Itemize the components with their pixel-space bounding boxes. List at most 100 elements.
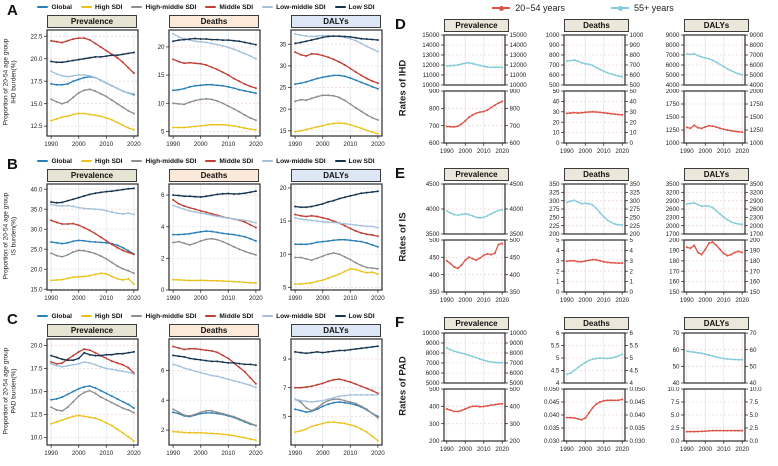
svg-text:70: 70 [673,330,680,337]
svg-text:2020: 2020 [735,297,749,304]
svg-text:13000: 13000 [422,52,440,59]
svg-text:5.5: 5.5 [630,343,639,350]
panel-B: B Global High SDI High-middle SDI Middle SDI… [0,154,388,309]
svg-text:10: 10 [630,130,637,137]
svg-text:15.0: 15.0 [30,101,43,108]
legend-line-swatch [37,160,49,162]
svg-text:2000: 2000 [316,141,330,148]
y-axis-label-B: Proportion of 20-54 age group IS burden(%… [2,192,18,280]
legend-item-label: Low SDI [348,157,375,165]
svg-text:5000: 5000 [426,380,440,385]
svg-text:20.0: 20.0 [30,56,43,63]
subplot-title-prevalence: Prevalence [444,19,509,32]
svg-text:5: 5 [283,284,287,291]
svg-text:3: 3 [630,258,634,265]
svg-text:400: 400 [429,272,440,279]
subplot-A-deaths: Deaths 5 10 15 20 1990 2000 2010 2020 [144,15,263,149]
legend-line-swatch [131,160,143,162]
svg-text:2020: 2020 [615,297,629,304]
subplot-F-dalys: DALYs 40 40 50 50 60 60 70 70 0.0 0.0 2.5 2.5 5.0 5.0 7… [658,317,775,454]
svg-text:1990: 1990 [560,148,574,155]
svg-text:10000: 10000 [422,82,440,87]
svg-text:8000: 8000 [510,350,524,357]
legend-item: Low SDI [334,312,375,320]
svg-text:2020: 2020 [735,446,749,453]
svg-text:450: 450 [510,254,521,261]
svg-text:325: 325 [549,189,560,196]
legend-item-label: Middle SDI [219,3,254,11]
legend-line-swatch [37,6,49,8]
svg-text:150: 150 [669,289,680,296]
svg-text:3: 3 [556,258,560,265]
svg-text:1250: 1250 [750,127,764,134]
svg-text:10000: 10000 [422,330,440,337]
subplot-title-dalys: DALYs [291,15,381,28]
legend-item-label: Low SDI [348,312,375,320]
svg-text:2000: 2000 [194,295,208,302]
svg-text:2010: 2010 [717,446,731,453]
age-legend-label: 55+ years [634,3,674,13]
svg-text:2010: 2010 [477,297,491,304]
chart-D-prevalence-55plus: 10000 10000 11000 11000 12000 12000 13000 13000… [422,32,528,87]
legend-item: Low SDI [334,4,375,11]
svg-text:4000: 4000 [510,206,524,213]
subplot-title-prevalence: Prevalence [47,324,137,337]
subplot-A-prevalence: Prevalence 12.5 15.0 17.5 20.0 22.5 1990 2000 20… [22,15,141,149]
legend-item: Middle SDI [205,313,253,320]
svg-text:2010: 2010 [99,141,113,148]
svg-text:400: 400 [510,272,521,279]
svg-text:250: 250 [630,214,641,221]
chart-A-deaths: 5 10 15 20 1990 2000 2010 2020 [158,29,263,148]
svg-text:160: 160 [669,279,680,286]
svg-text:10: 10 [158,100,165,107]
panel-F-charts-row: Rates of PAD Prevalence 5000 5000 6000 6000 70… [388,314,778,454]
svg-text:15: 15 [280,128,287,135]
svg-text:0.035: 0.035 [630,425,646,432]
panel-C: C Global High SDI High-middle SDI Middle SDI… [0,309,388,463]
svg-text:2000: 2000 [458,148,472,155]
chart-E-prevalence-55plus: 3500 3500 4000 4000 4500 4500 [426,181,524,236]
subplot-title-deaths: Deaths [564,317,629,330]
svg-text:7: 7 [283,385,287,392]
svg-text:15: 15 [280,218,287,225]
svg-text:170: 170 [669,268,680,275]
svg-text:6: 6 [630,330,634,337]
svg-text:1990: 1990 [44,141,58,148]
chart-F-dalys-55plus: 40 40 50 50 60 60 70 70 [673,330,757,385]
svg-text:20: 20 [280,106,287,113]
legend-item: High SDI [80,158,122,165]
chart-D-dalys-55plus: 4000 4000 5000 5000 6000 6000 7000 7000 8000 8000… [666,32,764,87]
svg-text:50: 50 [750,363,757,370]
svg-text:12000: 12000 [510,62,528,69]
svg-text:25: 25 [280,85,287,92]
legend-line-swatch [80,160,92,162]
subplot-A-dalys: DALYs 15 20 25 30 35 1990 2000 2010 2020 [266,15,385,149]
legend-item: Global [37,313,72,320]
svg-text:12000: 12000 [422,62,440,69]
svg-text:20: 20 [553,119,560,126]
svg-text:5: 5 [630,238,634,244]
svg-text:275: 275 [549,206,560,213]
svg-text:40: 40 [630,99,637,106]
svg-text:60: 60 [673,347,680,354]
age-legend-item: 55+ years [611,3,674,13]
svg-text:2010: 2010 [597,446,611,453]
chart-E-prevalence-20to54: 350 350 400 400 450 450 500 500 1990 2000 2010 2020 [429,238,521,304]
svg-text:2000: 2000 [578,148,592,155]
svg-text:2010: 2010 [99,295,113,302]
svg-text:9: 9 [283,356,287,363]
panel-label-F: F [395,314,405,331]
svg-text:4500: 4500 [426,181,440,188]
svg-text:0: 0 [630,140,634,147]
svg-text:2000: 2000 [194,450,208,457]
svg-text:22.5: 22.5 [30,33,43,40]
legend-item-label: Low-middle SDI [276,312,326,320]
svg-text:9000: 9000 [750,32,764,39]
svg-text:15: 15 [158,72,165,79]
chart-D-deaths-55plus: 500 500 600 600 700 700 800 800 900 900 1000 1000 [546,32,644,87]
chart-F-prevalence-20to54: 200 200 300 300 400 400 500 500 1990 2000 2010 2020 [429,387,520,453]
svg-text:5: 5 [283,413,287,420]
svg-text:10000: 10000 [510,330,528,337]
panel-A-charts-row: Proportion of 20-54 age group IHD burden(… [0,15,388,149]
panel-F: F Rates of PAD Prevalence 5000 5000 6000 6000 7… [388,314,778,463]
